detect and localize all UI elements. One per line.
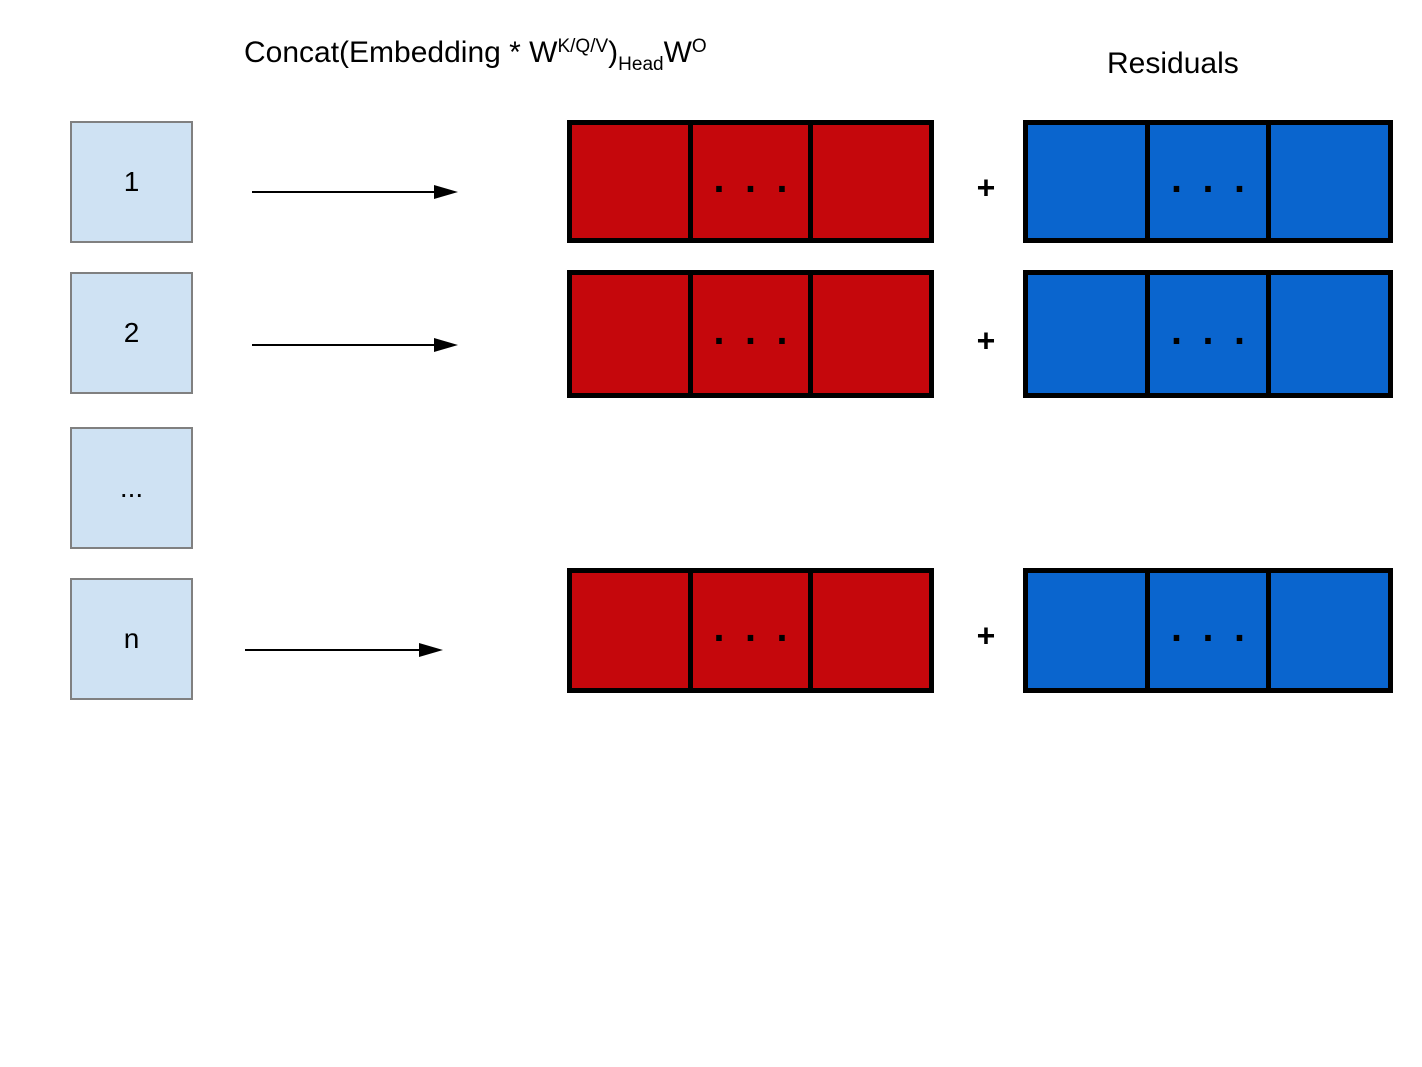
matrix-cell — [1266, 125, 1389, 238]
token-box-2: 2 — [70, 272, 193, 394]
plus-operator-row-n: + — [976, 617, 996, 654]
matrix-cell — [1028, 275, 1145, 393]
matrix-cell: ... — [687, 275, 809, 393]
formula-w-out: W — [663, 36, 692, 69]
residual-matrix-row-n: ... — [1023, 568, 1393, 693]
residual-matrix-row-2: ... — [1023, 270, 1393, 398]
attention-output-matrix-row-2: ... — [567, 270, 934, 398]
token-label: 1 — [123, 166, 140, 197]
token-label: 2 — [123, 317, 140, 348]
matrix-cell — [1028, 125, 1145, 238]
formula-close-paren: ) — [608, 36, 619, 69]
ellipsis-label: ... — [708, 160, 804, 201]
matrix-cell: ... — [687, 573, 809, 688]
token-box-1: 1 — [70, 121, 193, 243]
arrow-row-n-icon — [245, 643, 443, 657]
attention-output-matrix-row-1: ... — [567, 120, 934, 243]
residual-matrix-row-1: ... — [1023, 120, 1393, 243]
ellipsis-label: ... — [1166, 160, 1261, 201]
ellipsis-label: ... — [1166, 609, 1261, 650]
arrow-row-1-icon — [252, 185, 458, 199]
matrix-cell — [808, 125, 930, 238]
token-box-ellipsis: ... — [70, 427, 193, 549]
residuals-title: Residuals — [1107, 47, 1239, 80]
matrix-cell — [1028, 573, 1145, 688]
ellipsis-label: ... — [708, 313, 804, 354]
token-label: ... — [119, 472, 144, 503]
plus-operator-row-1: + — [976, 169, 996, 206]
formula-prefix: Concat(Embedding * W — [244, 36, 558, 69]
attention-output-matrix-row-n: ... — [567, 568, 934, 693]
matrix-cell — [808, 275, 930, 393]
formula-head-subscript: Head — [618, 54, 664, 75]
matrix-cell — [572, 275, 688, 393]
arrow-row-2-icon — [252, 338, 458, 352]
concat-formula-title: Concat(Embedding * WK/Q/V)HeadWO — [244, 36, 707, 76]
matrix-cell: ... — [1144, 125, 1267, 238]
matrix-cell — [572, 125, 688, 238]
ellipsis-label: ... — [1166, 313, 1261, 354]
matrix-cell: ... — [1144, 275, 1267, 393]
token-label: n — [123, 623, 140, 654]
matrix-cell — [808, 573, 930, 688]
matrix-cell: ... — [687, 125, 809, 238]
token-box-n: n — [70, 578, 193, 700]
matrix-cell — [1266, 275, 1389, 393]
plus-operator-row-2: + — [976, 322, 996, 359]
formula-kqv-superscript: K/Q/V — [557, 36, 609, 57]
formula-o-superscript: O — [691, 36, 707, 57]
ellipsis-label: ... — [708, 609, 804, 650]
matrix-cell: ... — [1144, 573, 1267, 688]
matrix-cell — [1266, 573, 1389, 688]
matrix-cell — [572, 573, 688, 688]
